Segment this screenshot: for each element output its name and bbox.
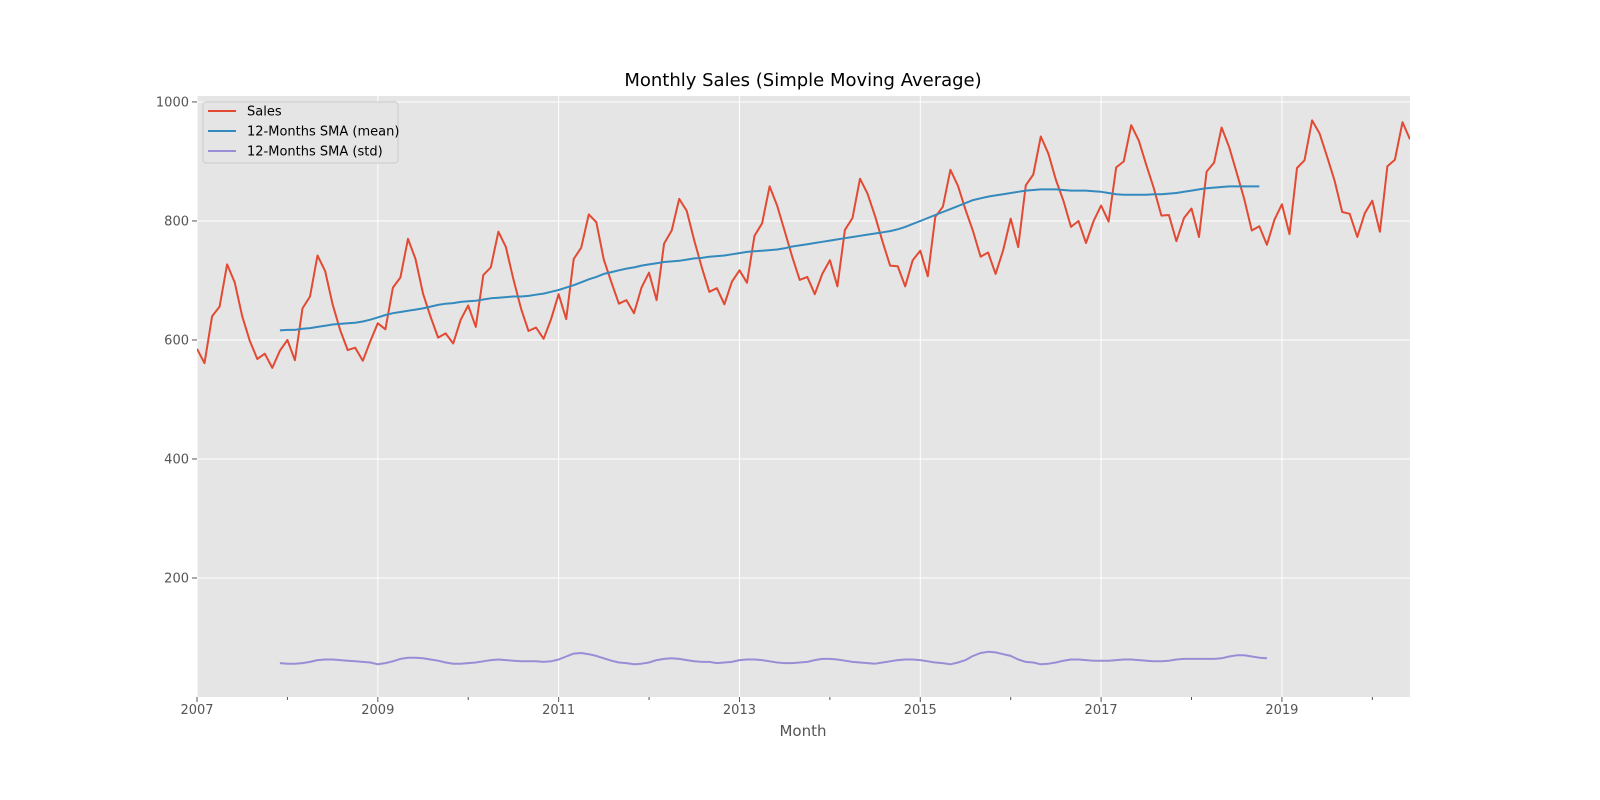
x-tick-label: 2009 (361, 703, 394, 718)
legend-label: 12-Months SMA (mean) (247, 125, 399, 140)
axes: 2007 2009 2011 2013 2015 2017 2019 200 400 600 800… (156, 95, 1373, 718)
plot-area (197, 96, 1410, 697)
series-line-12-months-sma-mean (279, 185, 1260, 332)
x-tick-label: 2015 (904, 703, 937, 718)
x-tick-label: 2007 (180, 703, 213, 718)
y-tick-label: 800 (164, 214, 189, 229)
chart-title: Monthly Sales (Simple Moving Average) (624, 70, 981, 91)
series-layer (197, 119, 1410, 666)
legend: Sales 12-Months SMA (mean) 12-Months SMA (… (202, 101, 399, 164)
grid-lines (196, 96, 1410, 697)
y-tick-label: 1000 (156, 95, 189, 110)
x-tick-label: 2013 (723, 703, 756, 718)
x-axis-title: Month (779, 722, 826, 740)
x-tick-label: 2019 (1265, 703, 1298, 718)
y-tick-label: 600 (164, 333, 189, 348)
legend-frame (202, 101, 399, 164)
y-tick-label: 400 (164, 452, 189, 467)
series-line-sales (197, 119, 1410, 369)
legend-label: Sales (247, 105, 282, 120)
x-tick-label: 2011 (542, 703, 575, 718)
legend-label: 12-Months SMA (std) (247, 145, 383, 160)
series-line-12-months-sma-std (279, 650, 1267, 666)
y-tick-label: 200 (164, 571, 189, 586)
x-tick-label: 2017 (1085, 703, 1118, 718)
